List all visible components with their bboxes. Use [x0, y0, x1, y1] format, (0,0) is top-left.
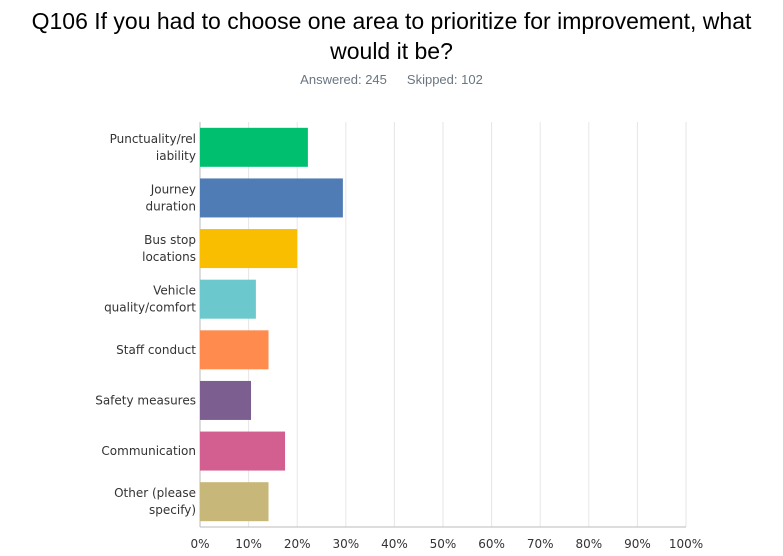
- category-label: Safety measures: [95, 393, 196, 407]
- x-tick-label: 90%: [624, 537, 651, 551]
- x-tick-label: 20%: [284, 537, 311, 551]
- category-label: Bus stop: [144, 233, 196, 247]
- category-label: specify): [149, 503, 196, 517]
- skipped-count: Skipped: 102: [406, 72, 483, 87]
- response-stats: Answered: 245 Skipped: 102: [0, 72, 783, 87]
- x-tick-label: 60%: [478, 537, 505, 551]
- category-label: Punctuality/rel: [110, 132, 196, 146]
- category-label: quality/comfort: [104, 301, 196, 315]
- x-tick-label: 50%: [430, 537, 457, 551]
- category-label: duration: [146, 199, 197, 213]
- answered-count: Answered: 245: [300, 72, 387, 87]
- x-tick-label: 70%: [527, 537, 554, 551]
- x-tick-label: 0%: [190, 537, 209, 551]
- bar: [200, 229, 298, 269]
- category-label: iability: [156, 149, 196, 163]
- bar: [200, 279, 256, 319]
- bar: [200, 127, 308, 167]
- x-tick-label: 10%: [235, 537, 262, 551]
- x-tick-label: 30%: [332, 537, 359, 551]
- bar: [200, 431, 286, 471]
- category-label: Journey: [150, 182, 196, 196]
- category-label: Communication: [101, 444, 196, 458]
- category-label: locations: [142, 250, 196, 264]
- category-label: Other (please: [114, 486, 196, 500]
- question-title: Q106 If you had to choose one area to pr…: [31, 8, 752, 64]
- x-tick-label: 80%: [575, 537, 602, 551]
- bar: [200, 380, 252, 420]
- category-label: Staff conduct: [116, 343, 196, 357]
- x-tick-label: 100%: [669, 537, 703, 551]
- category-label: Vehicle: [153, 284, 196, 298]
- bar: [200, 178, 343, 218]
- x-tick-label: 40%: [381, 537, 408, 551]
- bar: [200, 330, 269, 370]
- bar: [200, 482, 269, 522]
